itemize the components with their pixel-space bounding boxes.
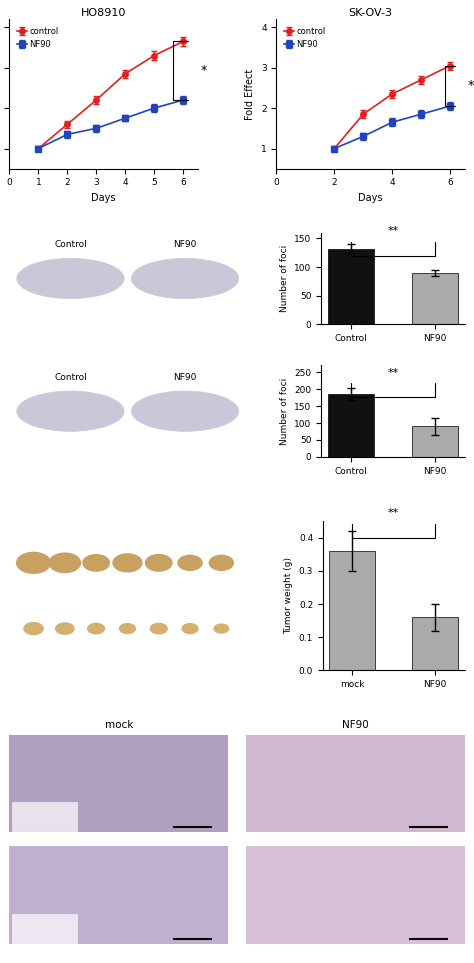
Text: NF90: NF90	[173, 240, 197, 249]
Bar	[412, 427, 458, 456]
Text: Control: Control	[54, 373, 87, 381]
Bar	[12, 801, 77, 831]
Text: **: **	[467, 79, 474, 92]
Circle shape	[178, 556, 202, 570]
Circle shape	[17, 391, 124, 431]
Bar	[328, 394, 374, 456]
Circle shape	[17, 553, 50, 573]
Circle shape	[131, 391, 239, 431]
Title: SK-OV-3: SK-OV-3	[348, 9, 392, 18]
Y-axis label: Fold Effect: Fold Effect	[246, 68, 255, 119]
Circle shape	[119, 624, 136, 634]
Text: NF90: NF90	[342, 719, 368, 730]
Bar	[329, 551, 375, 670]
Bar	[328, 248, 374, 325]
Legend: control, NF90: control, NF90	[281, 23, 329, 52]
X-axis label: Days: Days	[91, 193, 116, 203]
Circle shape	[182, 624, 198, 634]
Circle shape	[214, 624, 228, 633]
Circle shape	[131, 258, 239, 299]
Bar	[412, 617, 458, 670]
Bar	[12, 914, 77, 943]
Y-axis label: Number of foci: Number of foci	[280, 245, 289, 312]
Y-axis label: Tumor weight (g): Tumor weight (g)	[284, 558, 293, 635]
Circle shape	[146, 555, 172, 571]
Text: *: *	[201, 65, 207, 77]
Circle shape	[113, 554, 142, 572]
Text: **: **	[387, 368, 399, 377]
Text: NF90: NF90	[173, 373, 197, 381]
Y-axis label: Number of foci: Number of foci	[280, 377, 289, 445]
Circle shape	[210, 556, 233, 570]
Legend: control, NF90: control, NF90	[14, 23, 62, 52]
X-axis label: Days: Days	[358, 193, 383, 203]
Text: **: **	[388, 508, 399, 518]
Text: mock: mock	[105, 719, 133, 730]
Circle shape	[17, 258, 124, 299]
Circle shape	[49, 553, 81, 573]
Circle shape	[24, 623, 43, 635]
Circle shape	[56, 623, 74, 635]
Text: **: **	[387, 226, 399, 236]
Circle shape	[150, 623, 167, 634]
Bar	[412, 273, 458, 325]
Circle shape	[83, 555, 109, 571]
Circle shape	[88, 623, 105, 634]
Text: Control: Control	[54, 240, 87, 249]
Title: HO8910: HO8910	[81, 9, 126, 18]
